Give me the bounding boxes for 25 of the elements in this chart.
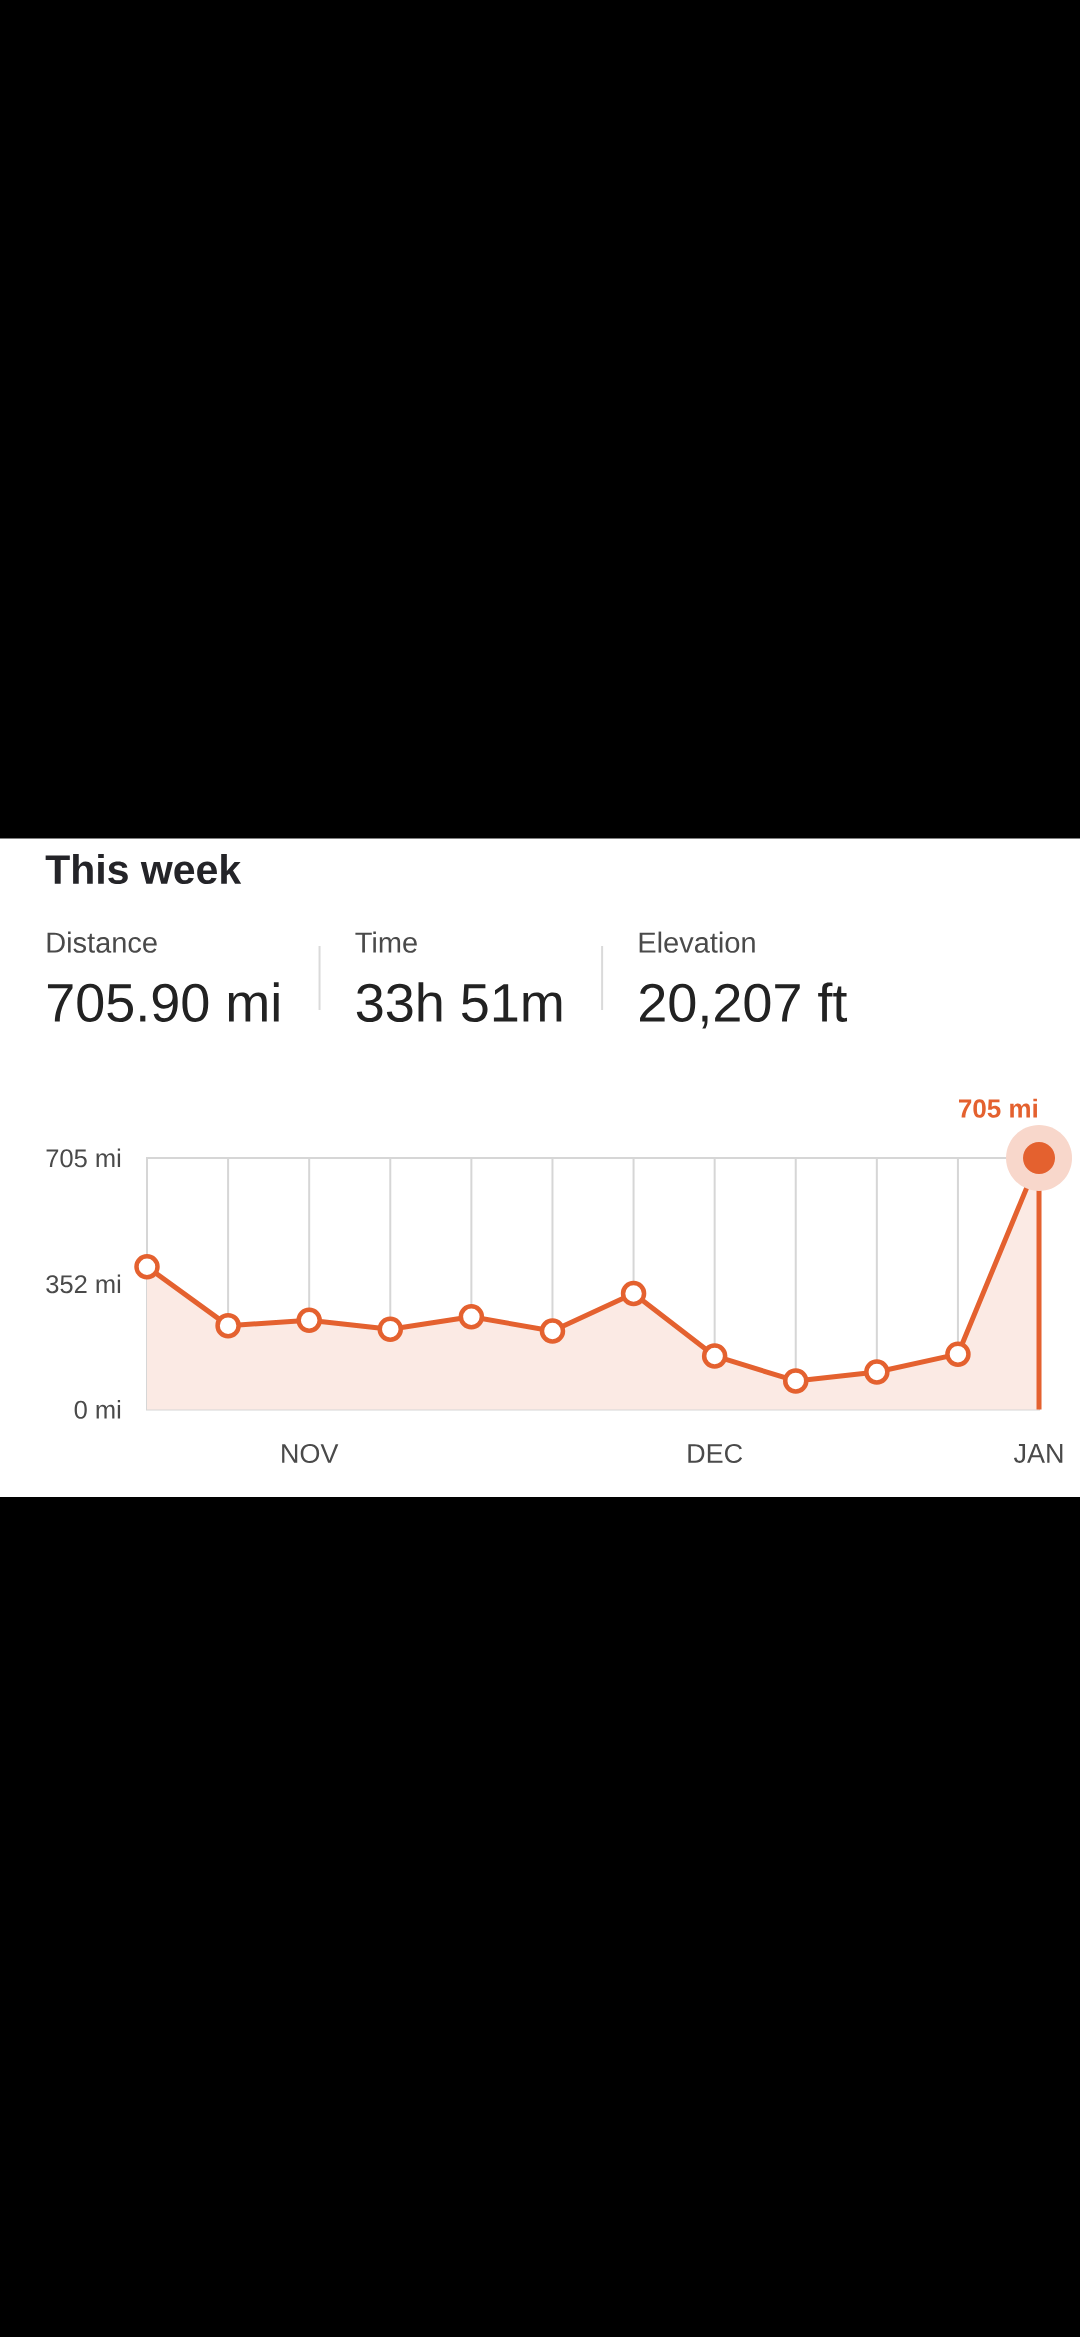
point (458, 1303, 485, 1330)
text: Time (355, 931, 417, 953)
point (215, 1312, 241, 1339)
point (945, 1341, 971, 1367)
x-tick-label: NOV (282, 1443, 339, 1464)
chart-title: This week (45, 853, 242, 885)
point (296, 1307, 322, 1334)
y-tick-label: 352 mi (46, 1274, 121, 1294)
text: Elevation (639, 931, 755, 953)
text: 20,207 ft (640, 982, 848, 1029)
text: 705.90 mi (47, 982, 279, 1023)
x-tick-label: DEC (688, 1443, 743, 1464)
x-tick-label: JAN (1013, 1444, 1063, 1463)
point (864, 1359, 890, 1385)
point (701, 1343, 728, 1369)
point (620, 1280, 647, 1307)
point (539, 1318, 566, 1344)
text: Distance (47, 931, 157, 953)
text: 33h 51m (356, 982, 562, 1023)
point (134, 1254, 160, 1280)
data-label: 705 mi (959, 1098, 1037, 1118)
point (377, 1316, 404, 1342)
y-tick-label: 705 mi (46, 1148, 121, 1168)
point (782, 1368, 809, 1394)
y-tick-label: 0 mi (74, 1400, 121, 1419)
